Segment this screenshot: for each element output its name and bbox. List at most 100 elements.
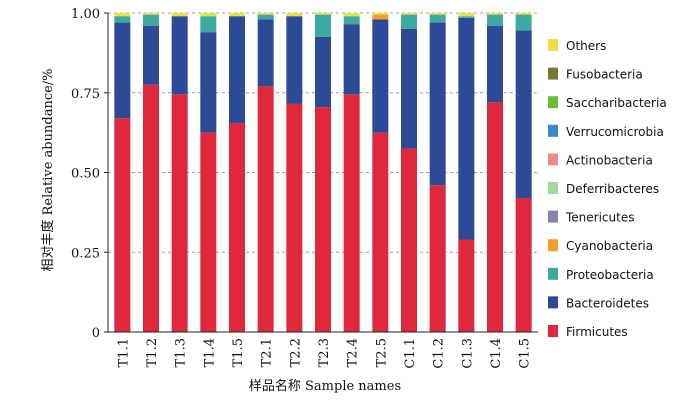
x-tick-label: T2.3 [317, 338, 332, 367]
bar-segment [515, 13, 532, 15]
legend-label: Cyanobacteria [566, 239, 653, 253]
bar-segment [515, 30, 532, 199]
bar-segment [315, 13, 331, 15]
x-tick-label: C1.5 [518, 338, 533, 369]
bar-segment [343, 94, 360, 332]
bar-segment [429, 14, 446, 23]
bar-segment [458, 16, 475, 18]
bar-segment [114, 13, 131, 17]
bar-segment [343, 24, 360, 95]
bar-segment [315, 36, 331, 108]
bar-segment [343, 13, 360, 17]
bar-segment [429, 13, 446, 15]
bar-segment [200, 132, 217, 332]
bar-segment [257, 14, 274, 20]
x-axis-title: 样品名称 Sample names [249, 378, 401, 394]
legend-label: Proteobacteria [566, 268, 654, 282]
x-tick-label: T1.4 [202, 338, 217, 367]
bar-segment [257, 13, 274, 15]
bar-segment [401, 14, 417, 29]
bar-segment [143, 13, 159, 15]
bar-segment [171, 94, 188, 332]
x-tick-label: T1.1 [116, 338, 131, 367]
bar-segment [143, 84, 159, 333]
bar-segment [372, 14, 389, 20]
legend-label: Bacteroidetes [566, 296, 649, 310]
bar-segment [401, 13, 417, 15]
y-tick-labels: 0 0.25 0.50 0.75 1.00 [71, 7, 108, 341]
y-tick-label: 0.25 [71, 246, 100, 261]
legend-label: Actinobacteria [566, 153, 653, 167]
legend-swatch [548, 296, 558, 309]
bar-segment [487, 14, 503, 26]
x-tick-label: C1.3 [460, 338, 475, 369]
legend-label: Deferribacteres [566, 182, 659, 196]
x-tick-label: T1.3 [174, 338, 189, 367]
bar-segment [257, 86, 274, 333]
legend-swatch [548, 124, 558, 137]
bar-segment [487, 25, 503, 103]
x-tick-label: C1.4 [489, 338, 504, 369]
x-tick-label: T2.4 [346, 338, 361, 367]
bar-segment [401, 148, 417, 332]
bar-segment [515, 198, 532, 332]
legend-label: Others [566, 39, 606, 53]
legend-label: Verrucomicrobia [566, 125, 664, 139]
bar-segment [458, 17, 475, 240]
y-tick-label: 0 [92, 326, 100, 341]
legend-label: Tenericutes [565, 211, 634, 225]
bar-segment [171, 16, 188, 95]
x-tick-label: T2.2 [288, 338, 303, 367]
bar-segment [429, 185, 446, 332]
bar-segment [200, 32, 217, 133]
bar-segment [114, 22, 131, 119]
y-tick-label: 0.50 [71, 167, 100, 182]
bar-segment [372, 13, 389, 15]
bar-segment [286, 16, 303, 104]
legend-swatch [548, 67, 558, 80]
bar-segment [487, 102, 503, 332]
bar-segment [200, 16, 217, 33]
legend-label: Saccharibacteria [566, 96, 667, 110]
bar-segment [458, 13, 475, 17]
legend: Others Fusobacteria Saccharibacteria Verruc… [548, 39, 667, 339]
x-tick-label: T1.2 [145, 338, 160, 367]
bar-segment [257, 19, 274, 87]
bar-segment [171, 13, 188, 17]
bar-segment [143, 14, 159, 26]
y-tick-label: 1.00 [71, 7, 100, 22]
legend-swatch [548, 182, 558, 194]
legend-swatch [548, 267, 558, 280]
legend-label: Fusobacteria [566, 68, 643, 82]
x-tick-labels: T1.1 T1.2 T1.3 T1.4 T1.5 T2.1 T2.2 T2.3 T2.4 T2.5… [116, 338, 532, 369]
legend-swatch [548, 210, 558, 223]
bar-segment [372, 19, 389, 133]
bar-segment [229, 16, 245, 124]
x-tick-label: T1.5 [231, 338, 246, 367]
bar-segment [143, 25, 159, 85]
bars [114, 13, 532, 333]
bar-segment [429, 22, 446, 186]
legend-swatch [548, 96, 558, 109]
bar-segment [286, 103, 303, 332]
legend-swatch [548, 39, 558, 51]
y-tick-label: 0.75 [71, 87, 100, 102]
x-tick-label: T2.5 [374, 338, 389, 367]
bar-segment [401, 28, 417, 149]
y-axis-title: 相对丰度 Relative abundance/% [40, 68, 56, 271]
bar-segment [315, 107, 331, 332]
bar-segment [229, 123, 245, 333]
legend-swatch [548, 239, 558, 252]
bar-segment [515, 14, 532, 31]
legend-swatch [548, 153, 558, 166]
legend-label: Firmicutes [566, 325, 628, 339]
bar-segment [343, 16, 360, 25]
bar-segment [458, 239, 475, 332]
bar-segment [114, 118, 131, 333]
bar-segment [372, 132, 389, 332]
bar-segment [487, 13, 503, 15]
x-tick-label: C1.2 [432, 338, 447, 369]
bar-segment [114, 16, 131, 23]
x-tick-label: C1.1 [403, 338, 418, 369]
